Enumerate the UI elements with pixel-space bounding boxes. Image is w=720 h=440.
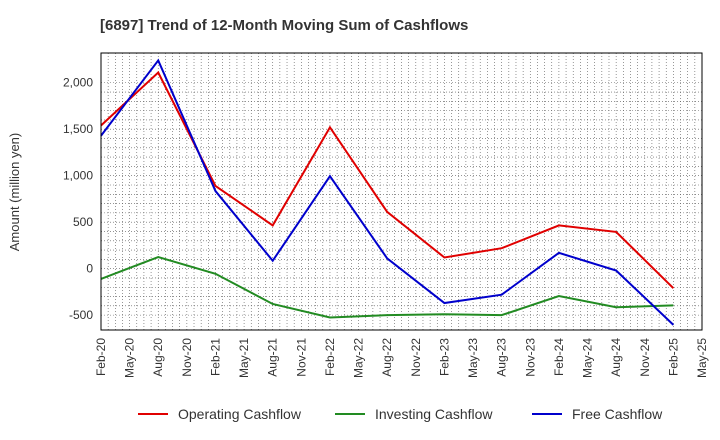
legend-label: Operating Cashflow bbox=[178, 406, 302, 422]
x-tick-labels: Feb-20 May-20 Aug-20 Nov-20 Feb-21 May-21 Aug-… bbox=[94, 338, 709, 378]
x-tick-label: Feb-22 bbox=[323, 338, 337, 376]
x-tick-label: Aug-24 bbox=[609, 338, 623, 377]
x-tick-label: Nov-20 bbox=[180, 338, 194, 377]
x-tick-label: May-23 bbox=[466, 338, 480, 378]
y-tick-label: 1,000 bbox=[63, 169, 93, 183]
series-line-investing-cashflow bbox=[100, 255, 674, 319]
x-tick-label: May-20 bbox=[123, 338, 137, 378]
y-tick-labels: -500 0 500 1,000 1,500 2,000 bbox=[63, 76, 93, 322]
x-tick-label: Nov-23 bbox=[523, 338, 537, 377]
x-tick-label: Aug-22 bbox=[380, 338, 394, 377]
legend-label: Free Cashflow bbox=[572, 406, 663, 422]
x-tick-label: Nov-24 bbox=[638, 338, 652, 377]
x-tick-label: May-22 bbox=[352, 338, 366, 378]
plot-border bbox=[100, 52, 703, 331]
y-tick-label: 500 bbox=[73, 215, 93, 229]
x-tick-label: Feb-25 bbox=[666, 338, 680, 376]
grid-lines bbox=[100, 53, 703, 330]
x-tick-label: Feb-21 bbox=[208, 338, 222, 376]
x-tick-label: Feb-23 bbox=[437, 338, 451, 376]
x-tick-label: Aug-23 bbox=[495, 338, 509, 377]
x-tick-label: May-25 bbox=[695, 338, 709, 378]
legend-label: Investing Cashflow bbox=[375, 406, 493, 422]
x-tick-label: Feb-20 bbox=[94, 338, 108, 376]
series-line-free-cashflow bbox=[100, 58, 675, 326]
x-tick-label: May-21 bbox=[237, 338, 251, 378]
series-lines bbox=[100, 58, 675, 326]
y-axis-label: Amount (million yen) bbox=[7, 133, 22, 252]
chart-title: [6897] Trend of 12-Month Moving Sum of C… bbox=[100, 17, 468, 34]
x-tick-label: Aug-20 bbox=[151, 338, 165, 377]
legend: Operating Cashflow Investing Cashflow Free… bbox=[138, 406, 663, 422]
y-tick-label: 0 bbox=[86, 262, 93, 276]
y-tick-label: 2,000 bbox=[63, 76, 93, 90]
x-tick-label: May-24 bbox=[581, 338, 595, 378]
x-tick-label: Nov-22 bbox=[409, 338, 423, 377]
x-tick-label: Feb-24 bbox=[552, 338, 566, 376]
y-tick-label: 1,500 bbox=[63, 122, 93, 136]
x-tick-label: Nov-21 bbox=[294, 338, 308, 377]
y-tick-label: -500 bbox=[69, 308, 93, 322]
x-tick-label: Aug-21 bbox=[266, 338, 280, 377]
